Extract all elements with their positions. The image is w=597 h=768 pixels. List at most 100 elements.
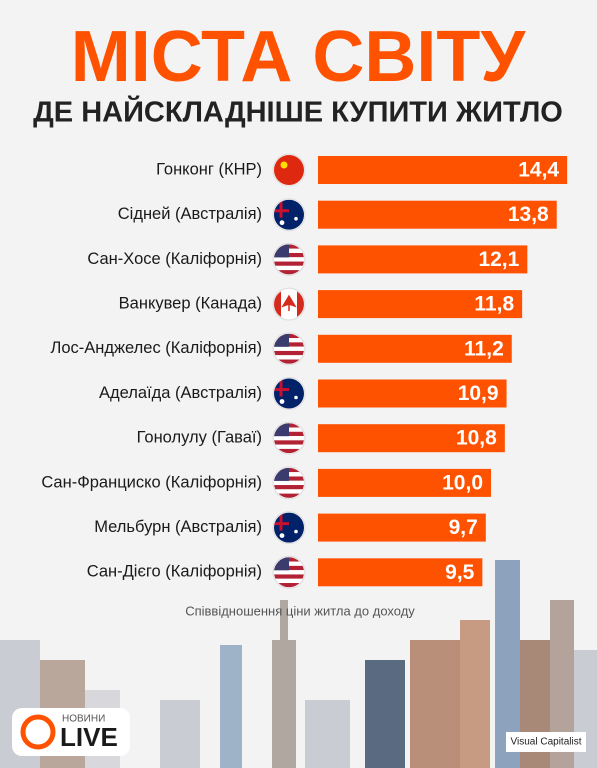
category-label: Сідней (Австралія) [118,205,262,223]
bar [318,468,491,497]
flag-ring [272,153,306,187]
bar-value-label: 13,8 [508,203,549,226]
flag-icon [272,511,306,545]
flag-icon [272,421,306,455]
category-label: Аделаїда (Австралія) [99,384,262,402]
x-axis-label: Співвідношення ціни житла до доходу [185,603,415,618]
flag [274,199,304,230]
flag-ring [272,511,306,545]
flag [274,512,304,543]
logo-box [12,708,130,756]
flag-field [274,199,304,230]
flag-stripe [274,489,304,494]
bar-value-label: 9,7 [449,516,478,539]
bar [318,334,512,363]
flag-stripe [274,570,304,575]
category-label: Мельбурн (Австралія) [94,518,262,536]
flag-ring [272,198,306,232]
bar-value-label: 10,9 [458,382,499,405]
flag-ring [272,287,306,321]
flag-stripe [274,448,304,454]
category-label: Сан-Дієго (Каліфорнія) [87,563,262,581]
chart-subtitle: ДЕ НАЙСКЛАДНІШЕ КУПИТИ ЖИТЛО [33,95,563,129]
flag-ring [272,421,306,455]
flag-stripe [274,574,304,579]
flag-star [279,533,285,538]
flag-stripe [274,346,304,351]
bar-value-label: 10,8 [456,427,497,450]
logo-main: LIVE [60,722,118,752]
flag-stripe [274,485,304,490]
flag-stripe [274,261,304,266]
flag-icon [272,377,306,410]
bar [318,290,523,319]
flag-stripe [274,270,304,275]
flag [274,378,304,409]
flag-ring [272,555,306,589]
logo-top: НОВИНИ [62,714,105,725]
bar-value-label: 11,2 [464,337,504,360]
bar [318,156,568,184]
flag-star [279,399,285,404]
category-label: Сан-Франциско (Каліфорнія) [41,473,262,491]
flag-star [279,220,285,226]
bar [318,513,486,542]
category-label: Гонолулу (Гаваї) [137,429,262,447]
flag-stripe [274,350,304,356]
flag-star [294,529,298,534]
flag-ring [272,332,306,366]
flag-ring [272,377,306,410]
flag [274,333,304,364]
flag [274,467,304,498]
bar-value-label: 14,4 [518,159,559,182]
flag-icon [272,332,306,366]
bar [318,245,528,274]
flag-star [294,216,298,221]
bar [318,200,557,229]
flag-band [274,289,281,320]
flag-ring [272,466,306,500]
category-label: Ванкувер (Канада) [119,294,262,312]
flag-icon [272,153,306,187]
flag-stripe [274,355,304,360]
flag-star [294,395,298,400]
flag-icon [272,466,306,500]
source: Visual Capitalist [511,737,582,748]
flag-icon [272,242,306,276]
flag-stripe [274,436,304,441]
flag [274,557,304,588]
category-label: Сан-Хосе (Каліфорнія) [87,250,262,268]
bar-value-label: 12,1 [478,248,519,271]
flag-stripe [274,578,304,584]
flag-field [274,378,304,409]
flag [274,289,304,320]
chart-title: МІСТА СВІТУ [71,17,527,97]
flag-stripe [274,265,304,271]
flag-stripe [274,480,304,486]
flag [274,244,304,275]
logo-icon [20,714,56,750]
category-label: Лос-Анджелес (Каліфорнія) [50,339,262,357]
flag-field [274,155,304,185]
flag-band [297,289,304,320]
bar-value-label: 11,8 [474,293,514,316]
flag-star [280,161,288,169]
source-box [506,732,586,752]
flag-stripe [274,359,304,364]
flag [274,423,304,454]
flag-icon [272,198,306,232]
flag-stripe [274,444,304,449]
bar [318,379,507,408]
bar [318,558,483,587]
flag-stripe [274,257,304,262]
bar [318,424,505,453]
category-label: Гонконг (КНР) [156,160,262,178]
bar-value-label: 9,5 [445,561,475,584]
flag-field [274,512,304,543]
flag-icon [272,287,306,321]
flag-leaf [281,294,297,312]
flag-stripe [274,440,304,445]
flag-stripe [274,493,304,498]
bar-value-label: 10,0 [442,471,483,494]
